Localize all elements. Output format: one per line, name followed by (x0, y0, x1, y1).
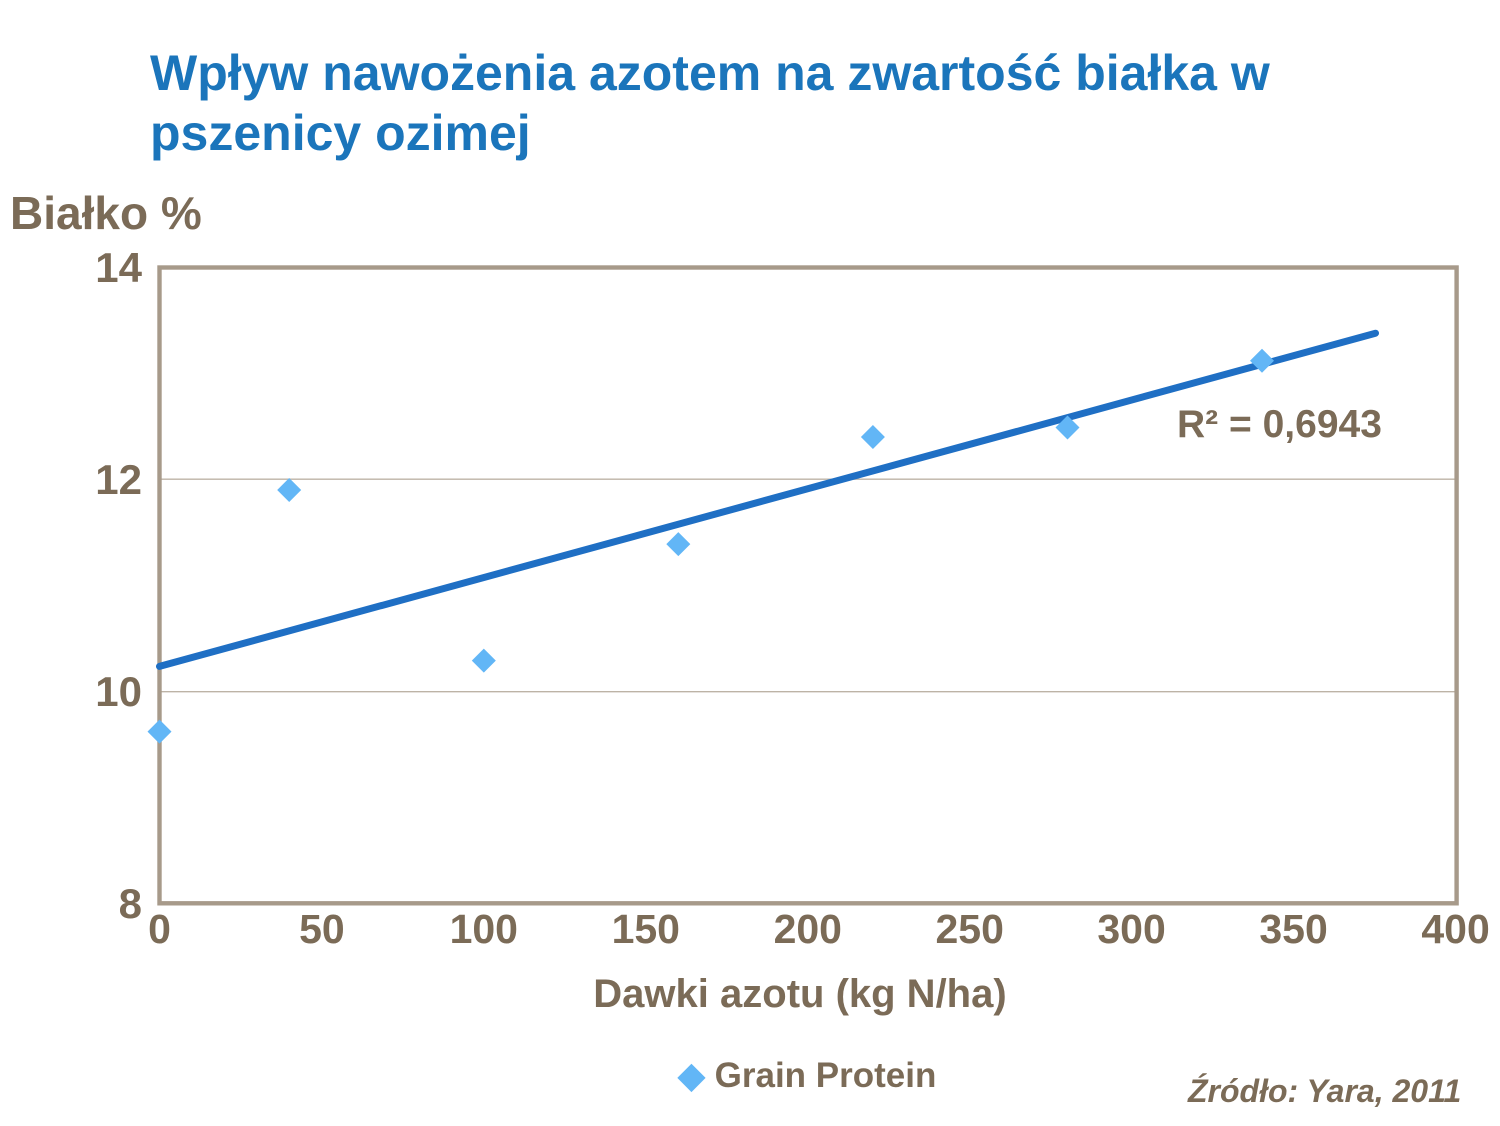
svg-text:R² = 0,6943: R² = 0,6943 (1177, 403, 1382, 446)
svg-text:250: 250 (935, 906, 1003, 952)
svg-text:50: 50 (299, 906, 345, 952)
svg-text:300: 300 (1097, 906, 1165, 952)
svg-text:8: 8 (119, 880, 142, 927)
svg-text:100: 100 (450, 906, 518, 952)
svg-text:10: 10 (95, 668, 142, 715)
svg-text:14: 14 (95, 244, 142, 291)
svg-text:12: 12 (95, 456, 142, 503)
svg-text:200: 200 (774, 906, 842, 952)
svg-text:0: 0 (148, 906, 171, 952)
svg-text:350: 350 (1259, 906, 1327, 952)
svg-text:150: 150 (612, 906, 680, 952)
svg-text:400: 400 (1421, 906, 1489, 952)
